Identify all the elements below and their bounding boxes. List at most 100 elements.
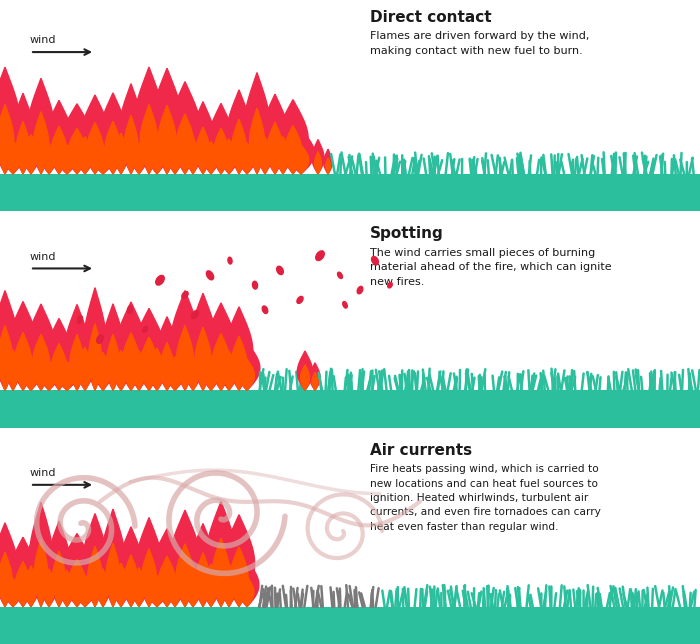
Polygon shape [169,139,181,174]
Polygon shape [108,540,134,607]
Polygon shape [249,108,265,174]
Polygon shape [140,337,158,390]
Polygon shape [78,347,92,390]
Polygon shape [140,104,158,174]
Polygon shape [8,350,18,390]
Polygon shape [20,544,42,607]
Polygon shape [162,338,188,390]
Polygon shape [61,570,73,607]
Polygon shape [284,126,302,174]
Polygon shape [149,576,164,607]
Polygon shape [34,111,49,174]
Polygon shape [190,524,216,607]
Polygon shape [43,144,55,174]
Polygon shape [0,104,14,174]
Ellipse shape [357,287,363,294]
Polygon shape [188,356,199,390]
Polygon shape [19,342,43,390]
Ellipse shape [316,251,324,261]
Polygon shape [96,352,111,390]
Polygon shape [26,304,56,390]
Polygon shape [288,129,314,174]
Polygon shape [158,105,176,174]
Ellipse shape [191,310,199,319]
Polygon shape [51,126,67,174]
Polygon shape [88,323,102,390]
Polygon shape [27,78,55,174]
Polygon shape [37,345,61,390]
Polygon shape [150,348,164,390]
Polygon shape [314,151,321,174]
Polygon shape [32,334,50,390]
Text: wind: wind [30,252,57,261]
Polygon shape [176,114,194,174]
Polygon shape [235,126,258,174]
Polygon shape [205,303,237,390]
Polygon shape [51,343,67,390]
Polygon shape [46,318,73,390]
Polygon shape [80,95,109,174]
Polygon shape [14,332,32,390]
Polygon shape [235,560,259,607]
Polygon shape [231,336,247,390]
Polygon shape [90,332,116,390]
Polygon shape [239,359,254,390]
Polygon shape [106,334,120,390]
Polygon shape [70,334,84,390]
Ellipse shape [253,281,258,289]
Polygon shape [52,551,66,607]
Polygon shape [24,135,38,174]
Polygon shape [167,357,183,390]
Polygon shape [0,290,18,390]
Polygon shape [60,361,75,390]
Polygon shape [171,290,199,390]
Polygon shape [256,117,274,174]
Polygon shape [183,116,203,174]
Polygon shape [310,363,320,390]
Polygon shape [218,540,240,607]
Polygon shape [155,317,179,390]
Polygon shape [225,307,253,390]
Polygon shape [133,308,164,390]
Polygon shape [4,328,22,390]
Polygon shape [165,558,185,607]
Polygon shape [94,548,113,607]
Polygon shape [176,544,194,607]
Polygon shape [8,301,38,390]
Polygon shape [136,518,162,607]
Polygon shape [16,122,29,174]
Polygon shape [204,141,218,174]
Polygon shape [34,539,48,607]
Polygon shape [195,553,211,607]
Polygon shape [54,129,80,174]
Polygon shape [240,143,253,174]
Bar [0,174,700,211]
Polygon shape [47,521,71,607]
Ellipse shape [372,256,379,265]
Polygon shape [217,330,241,390]
Polygon shape [15,562,31,607]
Polygon shape [146,124,169,174]
Polygon shape [300,365,309,390]
Text: The wind carries small pieces of burning
material ahead of the fire, which can i: The wind carries small pieces of burning… [370,248,612,287]
Polygon shape [169,510,200,607]
Polygon shape [124,554,139,607]
Polygon shape [57,551,78,607]
Polygon shape [232,119,246,174]
Polygon shape [68,128,86,174]
Polygon shape [234,343,260,390]
Polygon shape [261,94,289,174]
Polygon shape [0,325,13,390]
Polygon shape [176,325,193,390]
Polygon shape [84,288,106,390]
Polygon shape [312,140,324,174]
Polygon shape [158,556,176,607]
Polygon shape [222,139,237,174]
Polygon shape [199,541,223,607]
Polygon shape [204,357,218,390]
Polygon shape [214,128,228,174]
Ellipse shape [155,276,164,285]
Ellipse shape [228,257,232,264]
Polygon shape [191,102,215,174]
Ellipse shape [97,335,104,343]
